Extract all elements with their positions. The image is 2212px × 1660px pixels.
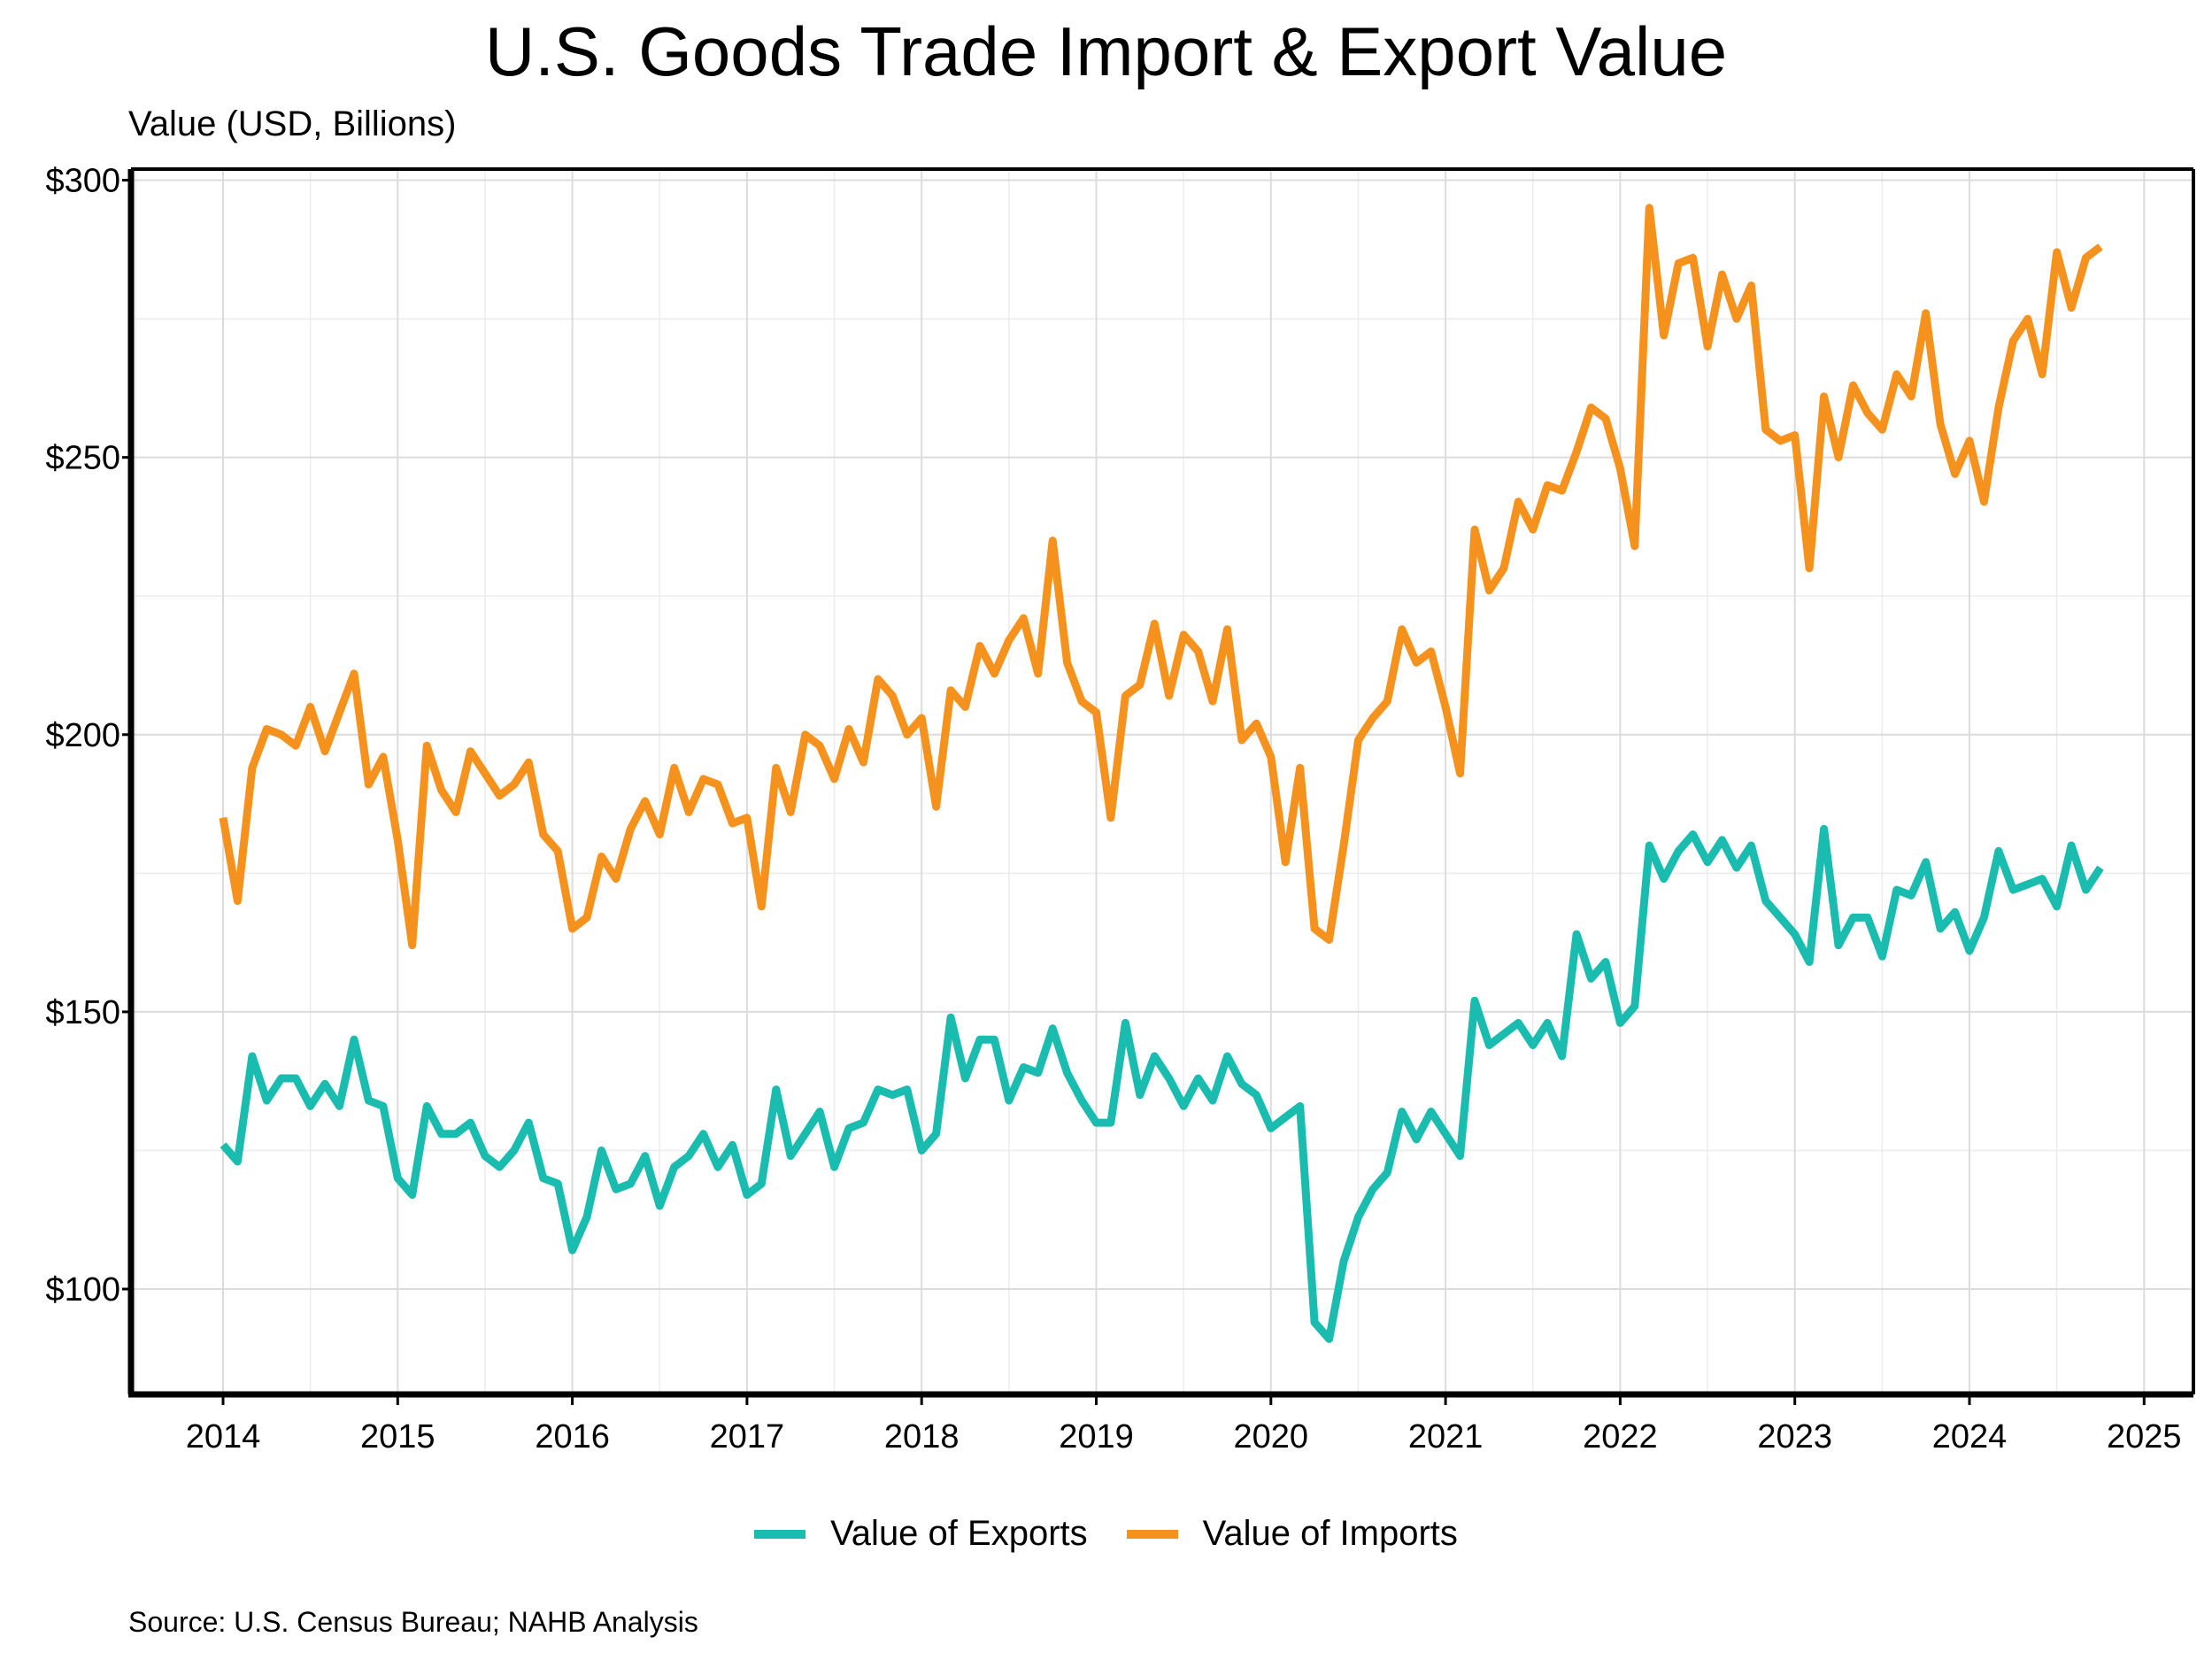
y-tick-label: $250	[45, 440, 120, 477]
legend-item-exports: Value of Exports	[754, 1514, 1088, 1554]
x-tick-label: 2022	[1583, 1418, 1658, 1455]
series-lines	[219, 204, 2104, 1343]
chart-title: U.S. Goods Trade Import & Export Value	[484, 12, 1728, 90]
x-tick-label: 2019	[1059, 1418, 1134, 1455]
plot-frame	[127, 167, 2195, 1398]
legend-swatch-exports	[754, 1529, 806, 1539]
y-tick-label: $150	[45, 994, 120, 1031]
major-gridlines	[131, 169, 2193, 1394]
legend-swatch-imports	[1126, 1529, 1178, 1539]
legend-item-imports: Value of Imports	[1126, 1514, 1458, 1554]
x-tick-label: 2018	[884, 1418, 960, 1455]
series-line-value-of-imports	[219, 204, 2103, 950]
legend-label-exports: Value of Exports	[830, 1514, 1088, 1553]
x-tick-label: 2023	[1757, 1418, 1832, 1455]
y-tick-label: $200	[45, 717, 120, 754]
x-tick-label: 2015	[360, 1418, 435, 1455]
x-tick-label: 2025	[2107, 1418, 2182, 1455]
x-tick-label: 2016	[535, 1418, 610, 1455]
x-tick-label: 2024	[1932, 1418, 2008, 1455]
y-tick-label: $300	[45, 163, 120, 200]
tick-labels: $100 $150 $200 $250 $300 2014 2015 2016 2017 2018…	[45, 163, 2181, 1455]
legend-label-imports: Value of Imports	[1202, 1514, 1458, 1553]
x-tick-label: 2014	[186, 1418, 261, 1455]
y-axis-label: Value (USD, Billions)	[128, 104, 457, 143]
x-tick-label: 2020	[1234, 1418, 1309, 1455]
legend: Value of Exports Value of Imports	[0, 1514, 2212, 1554]
source-note: Source: U.S. Census Bureau; NAHB Analysi…	[128, 1606, 698, 1638]
x-tick-label: 2017	[710, 1418, 785, 1455]
y-tick-label: $100	[45, 1271, 120, 1309]
axis-ticks	[122, 179, 2146, 1405]
series-line-value-of-exports	[220, 824, 2104, 1343]
x-tick-label: 2021	[1408, 1418, 1484, 1455]
